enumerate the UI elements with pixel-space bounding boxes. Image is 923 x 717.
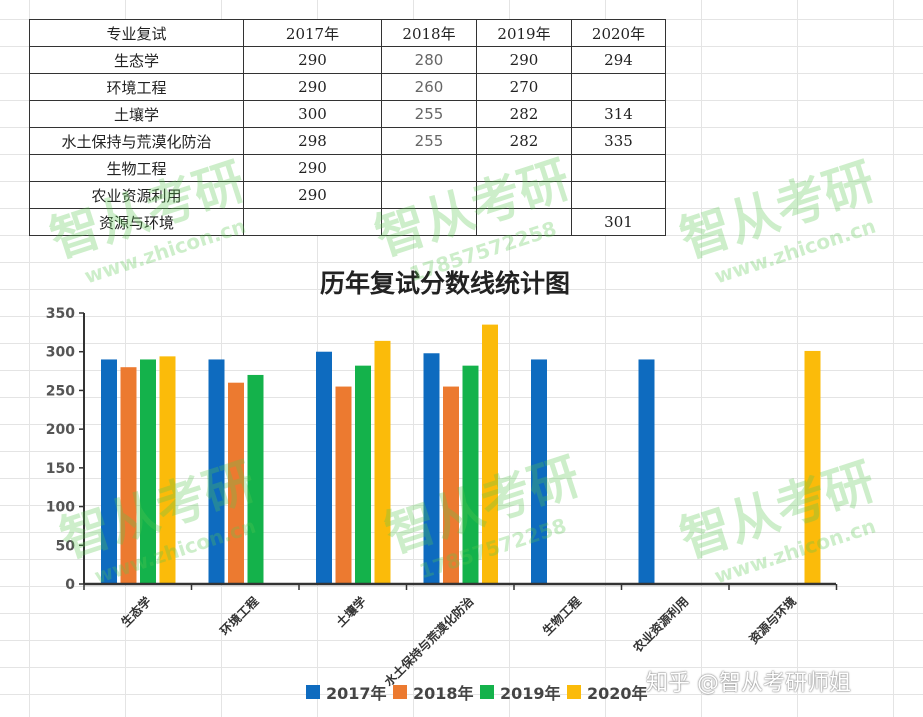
legend-swatch [306, 685, 320, 699]
table-cell [476, 154, 572, 182]
table-header-cell: 2020年 [571, 19, 666, 47]
table-cell: 282 [476, 127, 572, 155]
legend-swatch [393, 685, 407, 699]
table-cell: 300 [243, 100, 382, 128]
table-cell: 生物工程 [29, 154, 244, 182]
y-tick-label: 150 [46, 461, 75, 477]
table-row: 环境工程 290 260 270 [29, 73, 666, 101]
table-row: 农业资源利用 290 [29, 181, 666, 209]
table-cell: 290 [243, 46, 382, 74]
y-tick-label: 300 [46, 345, 75, 361]
x-tick-label: 生态学 [118, 594, 154, 630]
y-tick-label: 100 [46, 500, 75, 516]
table-cell: 270 [476, 73, 572, 101]
bar [638, 359, 655, 584]
table-cell [476, 208, 572, 236]
table-cell: 298 [243, 127, 382, 155]
x-tick-label: 资源与环境 [746, 594, 799, 647]
y-tick-label: 50 [56, 538, 76, 554]
table-cell: 环境工程 [29, 73, 244, 101]
table-cell: 290 [476, 46, 572, 74]
bar [804, 350, 821, 584]
table-row: 生物工程 290 [29, 154, 666, 182]
y-tick-label: 250 [46, 383, 75, 399]
bar [423, 353, 440, 584]
legend-swatch [567, 685, 581, 699]
chart-title: 历年复试分数线统计图 [320, 269, 570, 298]
bar [101, 359, 117, 584]
y-tick-label: 200 [46, 422, 75, 438]
table-cell: 335 [571, 127, 666, 155]
legend-label: 2020年 [587, 684, 648, 703]
table-row: 生态学 290 280 290 294 [29, 46, 666, 74]
bar [335, 386, 352, 584]
bar [140, 359, 156, 584]
table-cell [243, 208, 382, 236]
table-header-row: 专业复试 2017年 2018年 2019年 2020年 [29, 19, 666, 47]
table-cell: 282 [476, 100, 572, 128]
table-cell: 290 [243, 73, 382, 101]
bar [316, 351, 332, 584]
table-cell: 301 [571, 208, 666, 236]
table-cell: 290 [243, 154, 382, 182]
table-cell [381, 208, 477, 236]
x-tick-label: 农业资源利用 [629, 594, 691, 656]
table-cell: 255 [381, 127, 477, 155]
table-header-cell: 专业复试 [29, 19, 244, 47]
table-row: 资源与环境 301 [29, 208, 666, 236]
bar [228, 382, 244, 584]
legend-label: 2017年 [326, 684, 387, 703]
table-cell: 生态学 [29, 46, 244, 74]
table-cell: 水土保持与荒漠化防治 [29, 127, 244, 155]
table-cell [571, 181, 666, 209]
table-cell: 资源与环境 [29, 208, 244, 236]
table-cell [381, 154, 477, 182]
y-tick-label: 350 [46, 306, 75, 322]
table-cell: 280 [381, 46, 477, 74]
bar [247, 374, 264, 584]
table-header-cell: 2018年 [381, 19, 477, 47]
legend-label: 2019年 [500, 684, 561, 703]
table-cell: 260 [381, 73, 477, 101]
y-axis: 0 50 100 150 200 250 300 350 [46, 306, 85, 593]
zhihu-watermark: 知乎 @智从考研师姐 [646, 671, 851, 696]
bars [101, 324, 821, 584]
bar [159, 356, 176, 584]
table-cell [476, 181, 572, 209]
legend-swatch [480, 685, 494, 699]
legend: 2017年 2018年 2019年 2020年 [306, 684, 648, 703]
table-cell [571, 154, 666, 182]
bar [374, 340, 391, 584]
y-tick-label: 0 [65, 577, 75, 593]
bar [531, 359, 547, 584]
score-table: 专业复试 2017年 2018年 2019年 2020年 生态学 290 280 290 294 环… [29, 19, 666, 236]
x-tick-label: 水土保持与荒漠化防治 [381, 594, 476, 689]
x-tick-label: 土壤学 [333, 594, 369, 630]
bar [355, 365, 371, 584]
x-tick-label: 环境工程 [217, 594, 262, 639]
bar [120, 367, 137, 584]
table-cell: 255 [381, 100, 477, 128]
x-tick-label: 生物工程 [539, 594, 584, 639]
table-row: 水土保持与荒漠化防治 298 255 282 335 [29, 127, 666, 155]
table-cell: 294 [571, 46, 666, 74]
bar [208, 359, 225, 584]
legend-label: 2018年 [413, 684, 474, 703]
bar [482, 324, 498, 584]
bar [462, 365, 479, 584]
bar [443, 386, 459, 584]
